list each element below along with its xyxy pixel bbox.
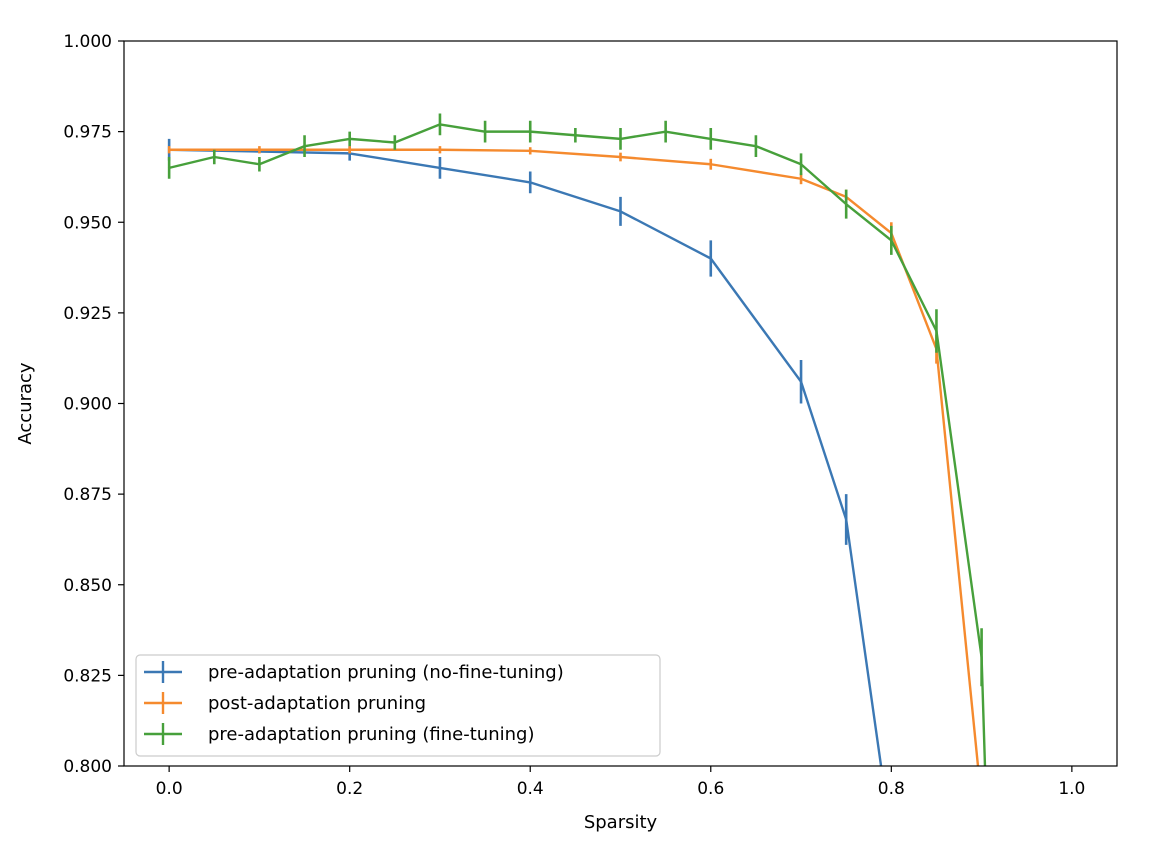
y-tick-label: 1.000 [63, 32, 112, 52]
y-tick-label: 0.800 [63, 757, 112, 777]
x-tick-label: 0.8 [878, 779, 905, 799]
x-tick-label: 0.4 [517, 779, 544, 799]
series-line-2 [167, 148, 980, 766]
legend-item: pre-adaptation pruning (no-fine-tuning) [144, 661, 564, 683]
series-3 [167, 113, 987, 766]
legend-label: post-adaptation pruning [208, 693, 426, 714]
x-tick-label: 0.0 [156, 779, 183, 799]
series-1 [167, 138, 883, 766]
legend: pre-adaptation pruning (no-fine-tuning) p… [135, 654, 661, 757]
plot-area [167, 113, 987, 766]
legend-label: pre-adaptation pruning (no-fine-tuning) [208, 662, 564, 683]
legend-item: pre-adaptation pruning (fine-tuning) [144, 723, 534, 745]
x-tick-label: 0.2 [336, 779, 363, 799]
y-tick-label: 0.925 [63, 304, 112, 324]
legend-box [135, 654, 661, 757]
y-tick-label: 0.825 [63, 666, 112, 686]
x-axis-label: Sparsity [584, 812, 658, 833]
y-axis-label: Accuracy [15, 362, 36, 445]
y-tick-label: 0.900 [63, 395, 112, 415]
axes-ticks: 0.0 0.2 0.4 0.6 0.8 1.0 0.800 0.825 0.850 0.875 0.… [63, 32, 1085, 799]
y-tick-label: 0.950 [63, 213, 112, 233]
y-tick-label: 0.850 [63, 576, 112, 596]
series-2 [167, 146, 980, 766]
axes-frame [123, 40, 1118, 767]
series-line-3 [167, 123, 987, 766]
legend-label: pre-adaptation pruning (fine-tuning) [208, 724, 534, 745]
x-tick-label: 1.0 [1058, 779, 1085, 799]
y-tick-label: 0.875 [63, 485, 112, 505]
y-tick-label: 0.975 [63, 123, 112, 143]
x-tick-label: 0.6 [697, 779, 724, 799]
legend-item: post-adaptation pruning [144, 692, 426, 714]
